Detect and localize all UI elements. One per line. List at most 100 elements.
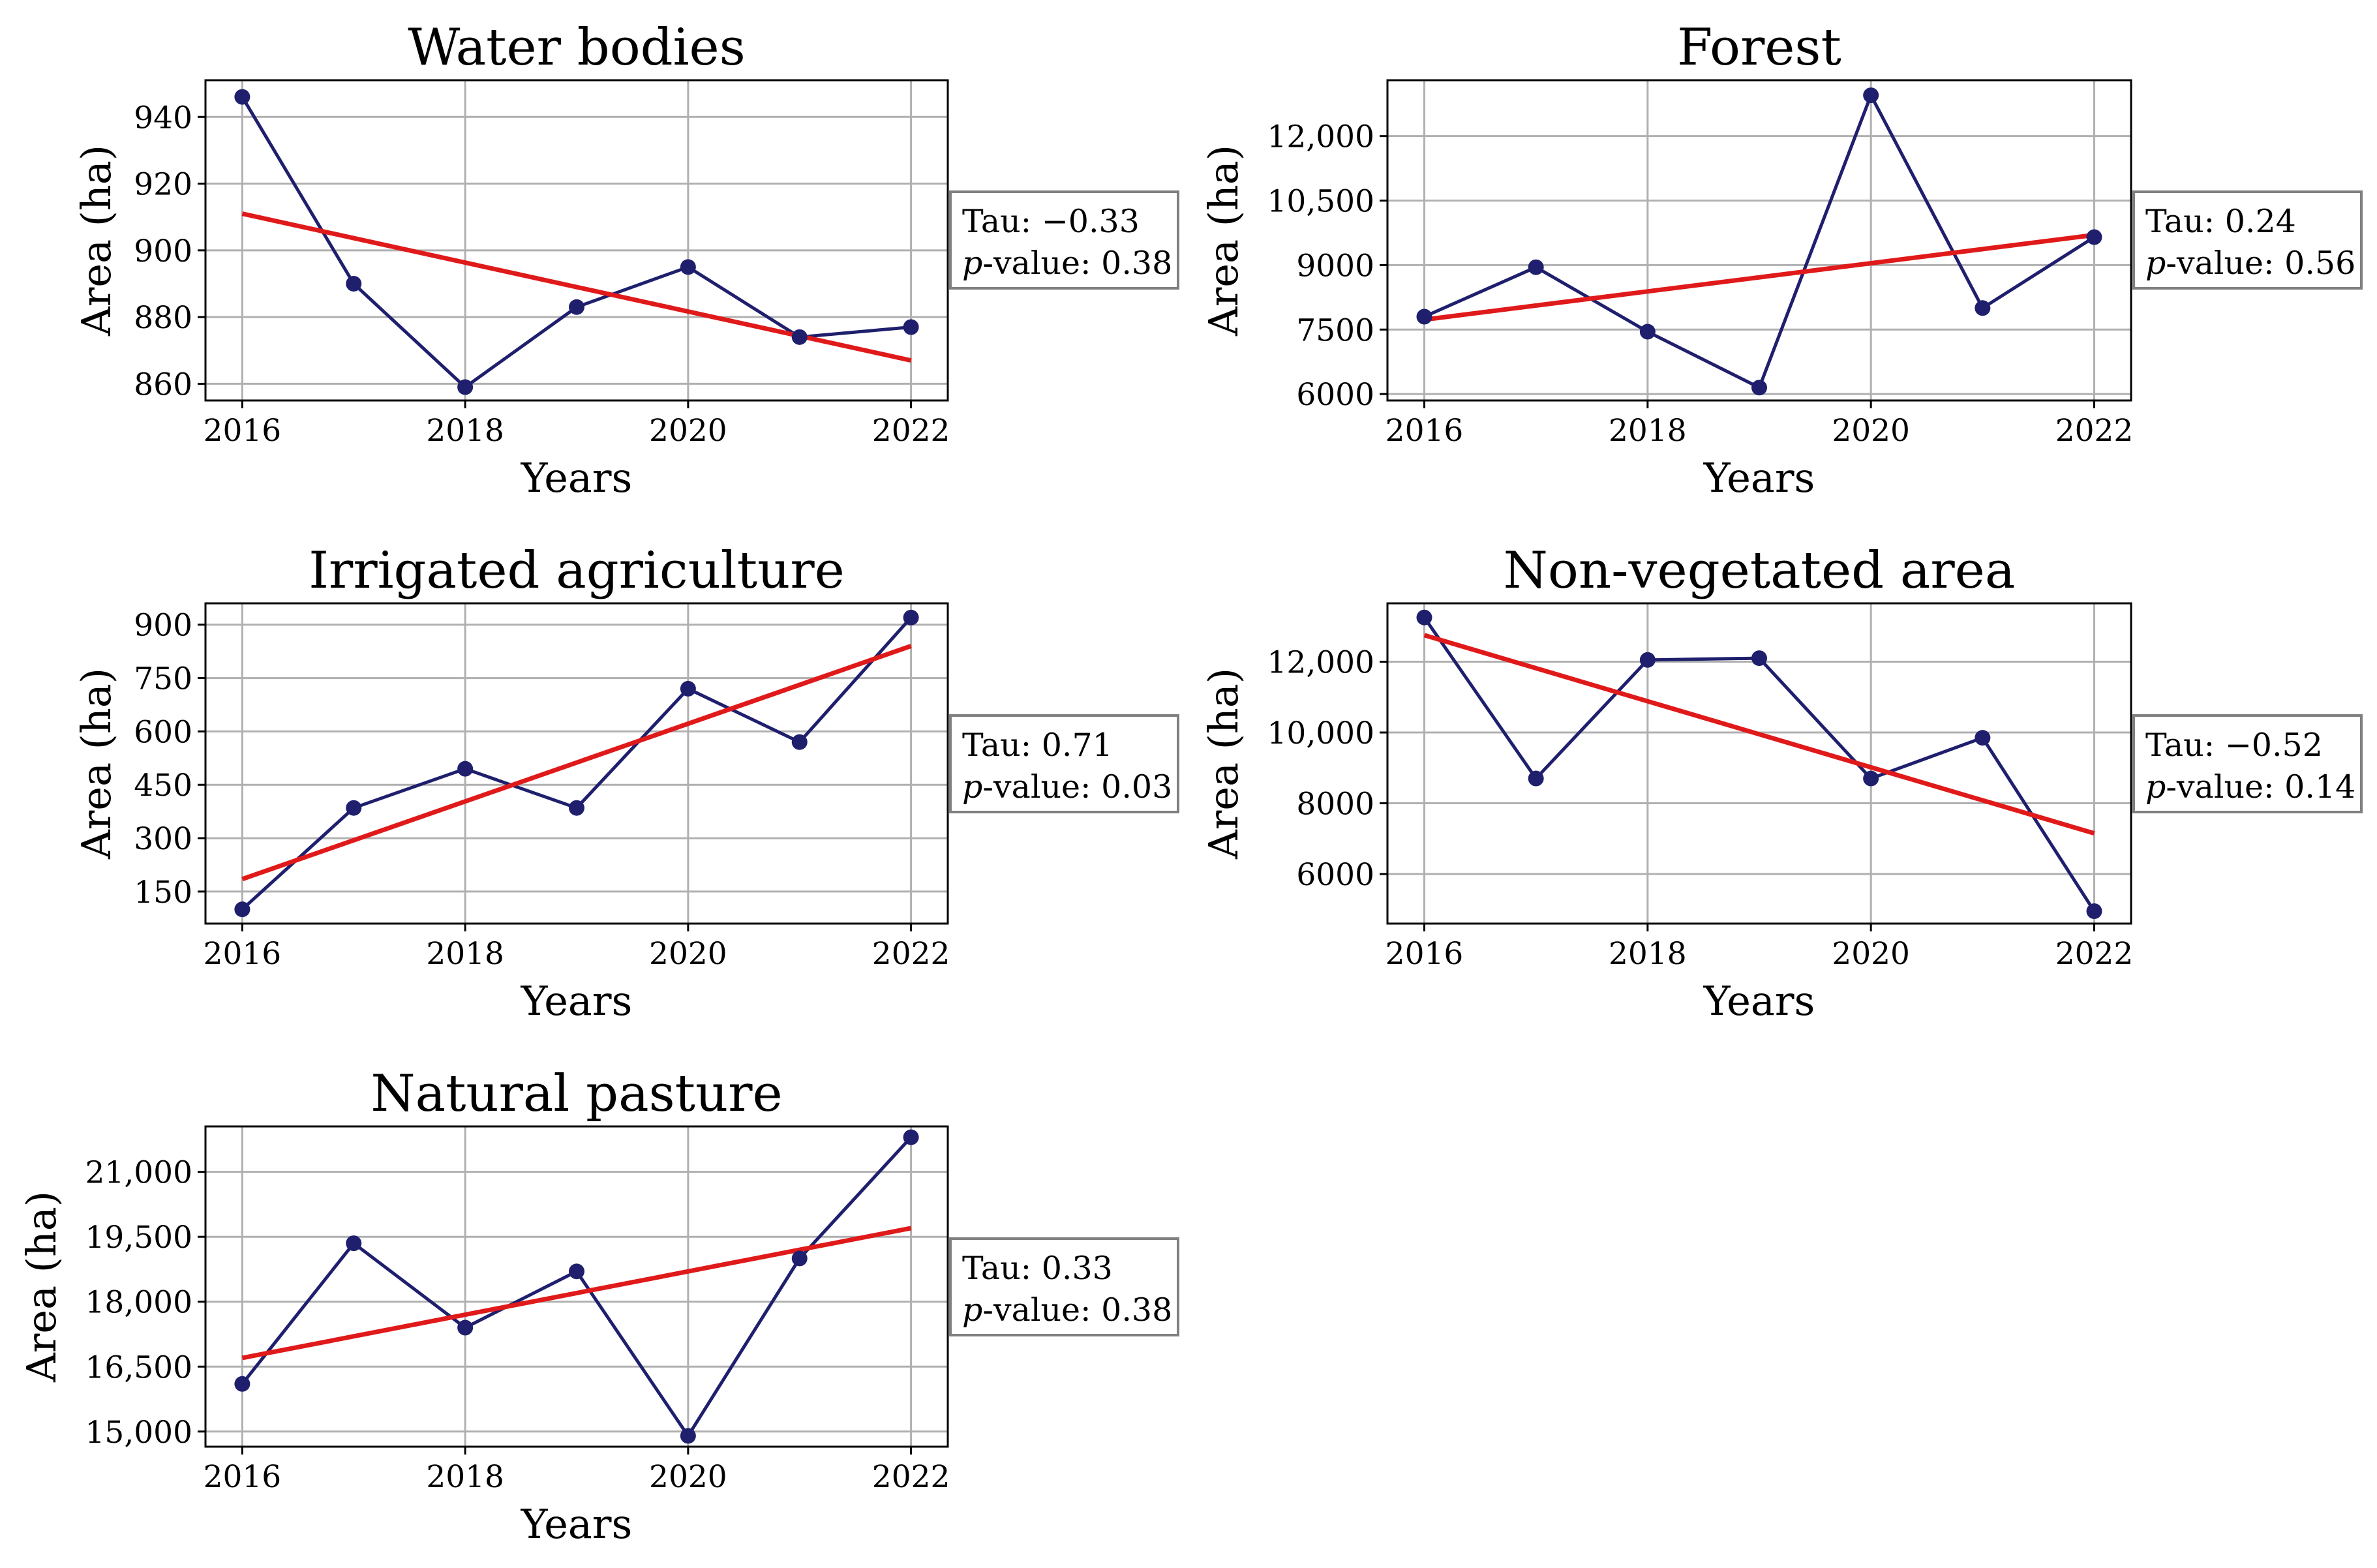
x-axis-label: Years [521,977,633,1025]
p-value-symbol: p [962,1291,982,1329]
series-line [241,1136,913,1438]
x-tick-label: 2022 [2055,413,2134,449]
data-point [2086,229,2102,245]
y-tick-label: 8000 [1296,787,1374,822]
data-point [791,1250,808,1267]
chart-panel-4: 2016 2018 2020 2022 6000 8000 10,000 12,000 Non-… [1200,541,2363,1025]
y-tick-label: 6000 [1296,377,1374,413]
x-tick-label: 2020 [1832,413,1910,449]
data-point [569,1263,584,1280]
chart-title: Irrigated agriculture [309,541,845,600]
chart-panel-3: 2016 2018 2020 2022 150 300 450 600 750 900 Irriga… [72,541,1179,1025]
y-axis-label: Area (ha) [1200,145,1247,337]
y-tick-label: 9000 [1296,248,1374,284]
trend-line [241,644,912,882]
y-tick-label: 10,500 [1267,184,1374,220]
x-tick-label: 2020 [649,413,727,449]
plot-frame [204,79,949,402]
y-tick-label: 300 [134,821,192,857]
p-value-number: -value: 0.38 [982,1291,1172,1329]
data-point [680,1428,696,1444]
y-tick-label: 12,000 [1267,119,1374,155]
plot-frame [1386,79,2132,402]
data-point [903,609,919,626]
data-point [569,299,584,315]
trend-line [241,211,912,363]
chart-panel-1: 2016 2018 2020 2022 860 880 900 920 940 Water bod… [72,18,1179,502]
data-point [1863,770,1879,787]
p-value-text: p-value: 0.56 [2145,245,2355,282]
data-point [2086,903,2102,920]
tau-text: Tau: 0.71 [962,727,1113,764]
p-value-symbol: p [962,768,982,806]
x-tick-label: 2016 [204,936,282,972]
x-tick-label: 2022 [872,413,950,449]
plot-frame [204,602,949,925]
x-axis-label: Years [521,1500,633,1548]
y-tick-label: 880 [134,300,192,336]
p-value-number: -value: 0.38 [982,245,1172,282]
y-tick-label: 10,000 [1267,716,1374,751]
x-tick-label: 2018 [426,936,504,972]
tau-text: Tau: 0.33 [962,1250,1113,1287]
data-point [791,329,808,345]
y-tick-label: 900 [134,608,192,644]
p-value-text: p-value: 0.03 [962,768,1172,806]
p-value-text: p-value: 0.38 [962,1291,1172,1329]
trend-line [1424,232,2095,322]
x-tick-label: 2016 [204,1459,282,1495]
data-point [234,1376,250,1392]
p-value-symbol: p [2145,245,2166,282]
chart-panel-5: 2016 2018 2020 2022 15,000 16,500 18,000 19,500… [18,1064,1179,1548]
y-tick-label: 6000 [1296,857,1374,893]
data-point [234,901,250,918]
x-tick-label: 2016 [1385,936,1464,972]
p-value-text: p-value: 0.14 [2145,768,2355,806]
y-tick-label: 150 [134,875,192,911]
trend-line [1423,633,2095,836]
y-tick-label: 19,500 [85,1220,192,1256]
p-value-number: -value: 0.14 [2166,768,2355,806]
data-point [680,680,696,697]
data-point [457,379,474,395]
data-point [1975,730,1991,746]
y-tick-label: 860 [134,367,192,402]
chart-panel-2: 2016 2018 2020 2022 6000 7500 9000 10,500 12,000… [1200,18,2363,502]
data-point [1416,609,1432,626]
x-tick-label: 2018 [426,1459,504,1495]
x-axis-label: Years [521,454,633,502]
data-point [1528,770,1544,787]
plot-frame [204,1125,949,1448]
tau-text: Tau: −0.52 [2145,727,2323,764]
x-axis-label: Years [1703,454,1815,502]
y-axis-label: Area (ha) [72,668,120,860]
data-point [1528,259,1544,275]
y-tick-label: 21,000 [85,1155,192,1191]
x-tick-label: 2016 [204,413,282,449]
x-tick-label: 2022 [872,1459,950,1495]
data-point [1639,324,1656,340]
data-point [569,800,584,816]
y-tick-label: 18,000 [85,1285,192,1321]
data-point [1751,650,1767,667]
stats-box [949,190,1179,290]
y-tick-label: 12,000 [1267,645,1374,681]
p-value-symbol: p [2145,768,2166,806]
x-tick-label: 2022 [872,936,950,972]
data-point [903,1129,919,1145]
y-tick-label: 600 [134,714,192,750]
chart-title: Natural pasture [371,1064,782,1123]
y-tick-label: 7500 [1296,312,1374,348]
chart-title: Water bodies [408,18,745,77]
x-tick-label: 2020 [649,1459,727,1495]
x-tick-label: 2016 [1385,413,1464,449]
p-value-text: p-value: 0.38 [962,245,1172,282]
data-point [1751,380,1767,396]
series-line [241,96,911,389]
data-point [457,1319,474,1336]
tau-text: Tau: 0.24 [2145,203,2296,240]
data-point [346,275,362,292]
x-tick-label: 2022 [2055,936,2134,972]
y-tick-label: 750 [134,661,192,697]
